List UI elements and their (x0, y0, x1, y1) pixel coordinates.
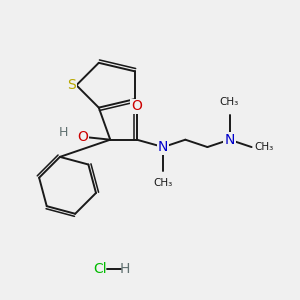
Text: CH₃: CH₃ (254, 142, 274, 152)
Text: CH₃: CH₃ (154, 178, 173, 188)
Text: N: N (158, 140, 168, 154)
Text: O: O (77, 130, 88, 144)
Text: Cl: Cl (93, 262, 107, 276)
Text: S: S (68, 78, 76, 92)
Text: CH₃: CH₃ (220, 97, 239, 107)
Text: O: O (131, 99, 142, 113)
Text: H: H (58, 126, 68, 139)
Text: N: N (224, 133, 235, 147)
Text: H: H (120, 262, 130, 276)
